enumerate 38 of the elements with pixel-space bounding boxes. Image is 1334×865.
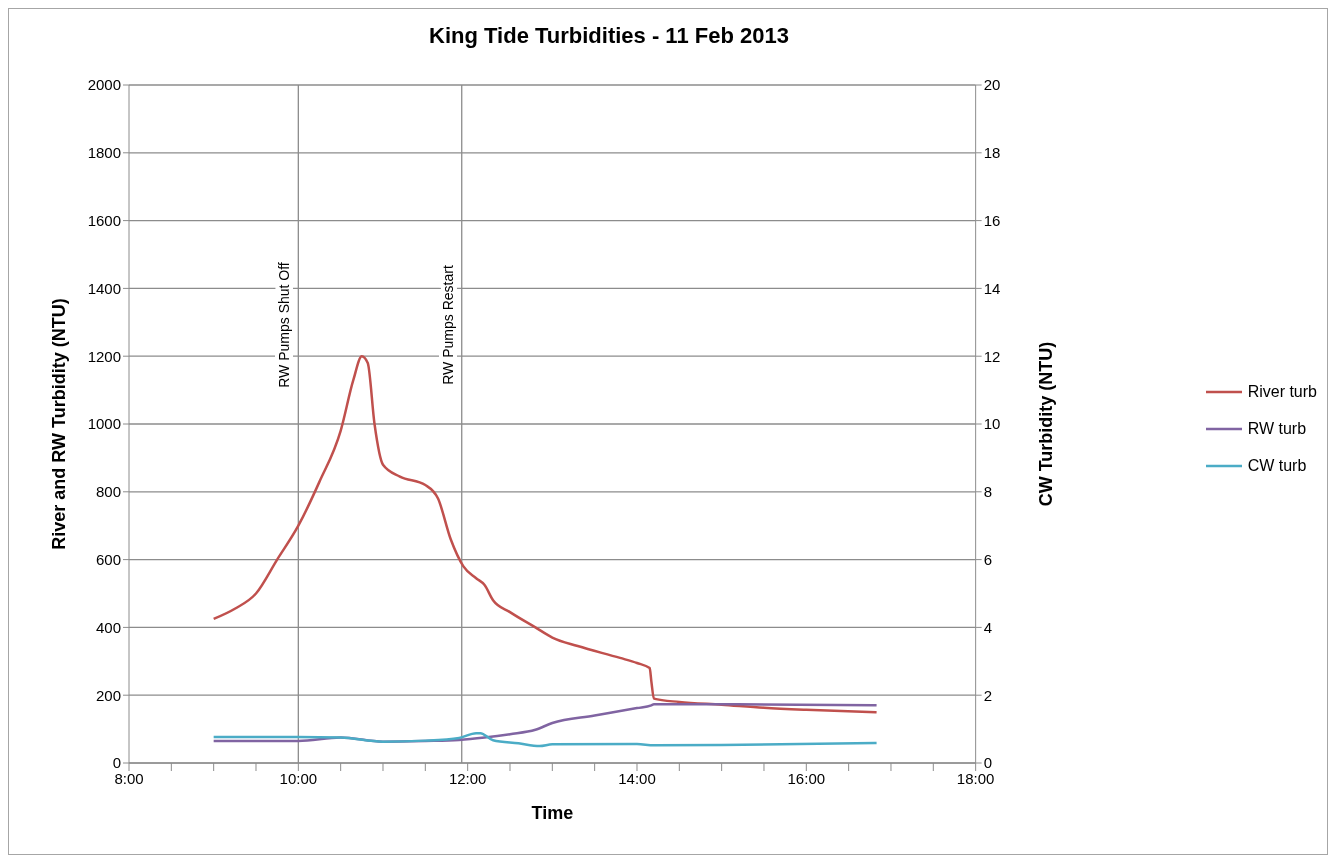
y2-tick-label: 18 <box>983 144 1001 162</box>
y-tick-label: 400 <box>95 618 121 636</box>
x-tick-label: 10:00 <box>279 769 318 787</box>
y2-tick-label: 8 <box>983 483 992 501</box>
y-tick-label: 1000 <box>87 415 121 433</box>
legend-label: CW turb <box>1247 457 1307 475</box>
y-tick-label: 0 <box>112 754 121 772</box>
y2-tick-label: 10 <box>983 415 1001 433</box>
y-tick-label: 2000 <box>87 76 121 94</box>
x-tick-label: 8:00 <box>114 769 144 787</box>
y-tick-label: 1400 <box>87 279 121 297</box>
x-tick-label: 12:00 <box>448 769 487 787</box>
y2-tick-label: 2 <box>983 686 992 704</box>
x-axis-title: Time <box>531 803 574 823</box>
y-tick-label: 600 <box>95 550 121 568</box>
x-tick-label: 14:00 <box>618 769 656 787</box>
ref-line-label: RW Pumps Shut Off <box>276 262 293 388</box>
y2-tick-label: 20 <box>983 76 1001 94</box>
y-tick-label: 1200 <box>87 347 121 365</box>
x-tick-label: 18:00 <box>956 769 995 787</box>
y-tick-label: 800 <box>95 483 121 501</box>
ref-line-label: RW Pumps Restart <box>439 265 456 385</box>
y2-tick-label: 0 <box>983 754 992 772</box>
y2-axis-title: CW Turbidity (NTU) <box>1036 341 1057 507</box>
y-axis-title: River and RW Turbidity (NTU) <box>49 298 70 550</box>
y2-tick-label: 4 <box>983 618 992 636</box>
y2-tick-label: 14 <box>983 279 1001 297</box>
y-tick-label: 1600 <box>87 211 121 229</box>
legend-label: River turb <box>1247 383 1317 401</box>
y2-tick-label: 6 <box>983 550 992 568</box>
chart-title: King Tide Turbidities - 11 Feb 2013 <box>428 23 790 49</box>
x-tick-label: 16:00 <box>787 769 826 787</box>
line-series <box>212 731 878 748</box>
y-tick-label: 1800 <box>87 144 121 162</box>
y2-tick-label: 12 <box>983 347 1001 365</box>
legend-label: RW turb <box>1247 420 1307 438</box>
y2-tick-label: 16 <box>983 211 1001 229</box>
y-tick-label: 200 <box>95 686 121 704</box>
